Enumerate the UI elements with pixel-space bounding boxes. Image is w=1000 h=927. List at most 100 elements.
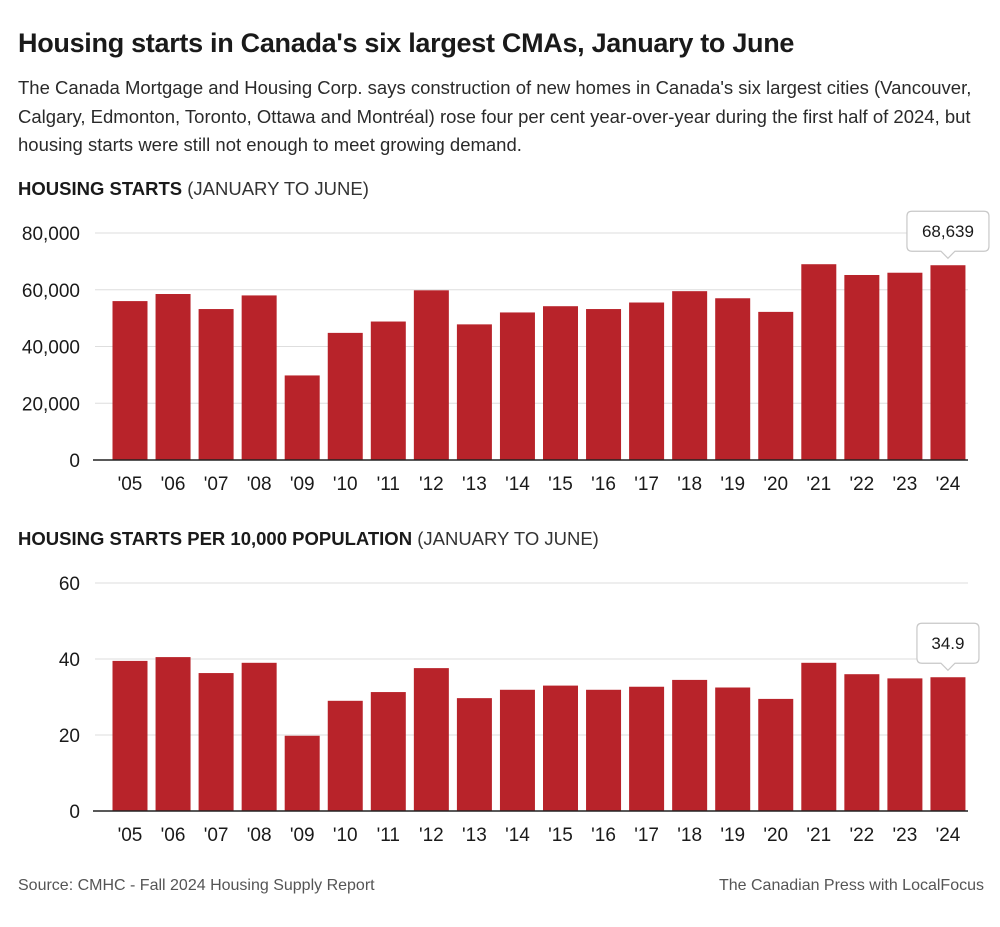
per-capita-bar-10 bbox=[327, 700, 363, 811]
per-capita-bar-22 bbox=[844, 674, 880, 811]
starts-xtick-label: '15 bbox=[548, 474, 573, 495]
per-capita-ytick-label: 20 bbox=[59, 726, 80, 747]
per-capita-xtick-label: '09 bbox=[290, 825, 315, 846]
per-capita-bar-16 bbox=[586, 689, 622, 811]
starts-ytick-label: 20,000 bbox=[22, 394, 80, 415]
starts-bar-16 bbox=[586, 309, 622, 460]
per-capita-xtick-label: '14 bbox=[505, 825, 530, 846]
starts-xtick-label: '21 bbox=[806, 474, 831, 495]
starts-bar-19 bbox=[715, 298, 751, 460]
starts-ytick-label: 0 bbox=[69, 451, 80, 472]
per-capita-xtick-label: '05 bbox=[118, 825, 143, 846]
per-capita-callout: 34.9 bbox=[916, 622, 980, 672]
starts-ytick-label: 40,000 bbox=[22, 338, 80, 359]
starts-bar-23 bbox=[887, 272, 923, 460]
starts-xtick-label: '06 bbox=[161, 474, 186, 495]
per-capita-xtick-label: '22 bbox=[849, 825, 874, 846]
per-capita-bar-13 bbox=[456, 698, 492, 811]
per-capita-bar-17 bbox=[629, 686, 665, 811]
housing-starts-bar-chart: 0 20,000 40,000 60,000 80,000 '05 '06 '07 '08 '09… bbox=[22, 210, 990, 495]
per-capita-xtick-label: '15 bbox=[548, 825, 573, 846]
starts-bar-24 bbox=[930, 265, 966, 460]
starts-xtick-label: '14 bbox=[505, 474, 530, 495]
housing-starts-heading-main: HOUSING STARTS bbox=[18, 178, 183, 199]
per-capita-ytick-label: 60 bbox=[59, 574, 80, 595]
per-capita-bar-20 bbox=[758, 698, 794, 811]
per-capita-bar-24 bbox=[930, 677, 966, 811]
per-capita-xtick-label: '12 bbox=[419, 825, 444, 846]
starts-xtick-label: '17 bbox=[634, 474, 659, 495]
starts-xtick-label: '23 bbox=[893, 474, 918, 495]
per-capita-bar-09 bbox=[284, 735, 320, 811]
source-note: Source: CMHC - Fall 2024 Housing Supply … bbox=[18, 877, 375, 894]
per-capita-heading-qualifier: (JANUARY TO JUNE) bbox=[417, 528, 599, 549]
starts-bar-11 bbox=[370, 321, 406, 460]
starts-xtick-label: '24 bbox=[936, 474, 961, 495]
starts-bar-05 bbox=[112, 301, 148, 460]
per-capita-xtick-label: '23 bbox=[893, 825, 918, 846]
per-capita-xtick-label: '10 bbox=[333, 825, 358, 846]
per-capita-heading-main: HOUSING STARTS PER 10,000 POPULATION bbox=[18, 528, 413, 549]
starts-xtick-label: '19 bbox=[720, 474, 745, 495]
per-capita-bar-06 bbox=[155, 657, 191, 811]
per-capita-bar-08 bbox=[241, 662, 277, 811]
per-capita-bar-11 bbox=[370, 692, 406, 811]
per-capita-xtick-label: '07 bbox=[204, 825, 229, 846]
starts-callout-box bbox=[906, 210, 990, 260]
per-capita-xtick-label: '24 bbox=[936, 825, 961, 846]
starts-xtick-label: '16 bbox=[591, 474, 616, 495]
starts-bar-14 bbox=[499, 312, 535, 460]
per-capita-bar-19 bbox=[715, 687, 751, 811]
starts-bar-06 bbox=[155, 294, 191, 460]
starts-bar-10 bbox=[327, 332, 363, 460]
housing-starts-heading-qualifier: (JANUARY TO JUNE) bbox=[187, 178, 369, 199]
starts-xtick-label: '08 bbox=[247, 474, 272, 495]
per-capita-xtick-label: '11 bbox=[377, 825, 400, 846]
per-capita-bar-05 bbox=[112, 660, 148, 811]
per-capita-xtick-label: '06 bbox=[161, 825, 186, 846]
starts-bar-18 bbox=[672, 291, 708, 460]
starts-xtick-label: '20 bbox=[763, 474, 788, 495]
starts-bar-07 bbox=[198, 309, 234, 460]
starts-xtick-label: '09 bbox=[290, 474, 315, 495]
per-capita-ytick-label: 40 bbox=[59, 650, 80, 671]
starts-bar-20 bbox=[758, 311, 794, 460]
starts-bar-12 bbox=[413, 290, 449, 460]
per-capita-xtick-label: '17 bbox=[634, 825, 659, 846]
per-capita-bar-23 bbox=[887, 678, 923, 811]
starts-bar-17 bbox=[629, 302, 665, 460]
per-capita-bar-18 bbox=[672, 679, 708, 811]
per-capita-bar-07 bbox=[198, 673, 234, 811]
per-capita-ytick-label: 0 bbox=[69, 802, 80, 823]
starts-xtick-label: '07 bbox=[204, 474, 229, 495]
starts-xtick-label: '13 bbox=[462, 474, 487, 495]
starts-xtick-label: '12 bbox=[419, 474, 444, 495]
starts-bar-15 bbox=[543, 306, 578, 460]
per-capita-xtick-label: '20 bbox=[763, 825, 788, 846]
per-capita-callout-box bbox=[916, 622, 980, 672]
per-capita-xtick-label: '18 bbox=[677, 825, 702, 846]
starts-bar-13 bbox=[456, 324, 492, 460]
starts-ytick-label: 80,000 bbox=[22, 224, 80, 245]
starts-ytick-label: 60,000 bbox=[22, 281, 80, 302]
starts-bar-08 bbox=[241, 295, 277, 460]
per-capita-xtick-label: '16 bbox=[591, 825, 616, 846]
per-capita-bar-chart: 0 20 40 60 '05 '06 '07 '08 '09 '10 '11 '12 '13 '14 '15… bbox=[59, 574, 980, 846]
starts-xtick-label: '05 bbox=[118, 474, 143, 495]
starts-xtick-label: '11 bbox=[377, 474, 400, 495]
starts-bar-22 bbox=[844, 274, 880, 460]
starts-xtick-label: '18 bbox=[677, 474, 702, 495]
starts-bar-21 bbox=[801, 264, 837, 460]
starts-bar-09 bbox=[284, 375, 320, 460]
per-capita-xtick-label: '08 bbox=[247, 825, 272, 846]
starts-xtick-label: '22 bbox=[849, 474, 874, 495]
chart-subtitle: The Canada Mortgage and Housing Corp. sa… bbox=[18, 77, 972, 155]
starts-callout-label: 68,639 bbox=[922, 222, 974, 241]
chart-title: Housing starts in Canada's six largest C… bbox=[18, 28, 795, 58]
starts-xtick-label: '10 bbox=[333, 474, 358, 495]
per-capita-bar-12 bbox=[413, 668, 449, 811]
per-capita-xtick-label: '21 bbox=[806, 825, 831, 846]
per-capita-bar-14 bbox=[499, 689, 535, 811]
housing-starts-heading: HOUSING STARTS (JANUARY TO JUNE) bbox=[18, 178, 369, 200]
per-capita-xtick-label: '19 bbox=[720, 825, 745, 846]
